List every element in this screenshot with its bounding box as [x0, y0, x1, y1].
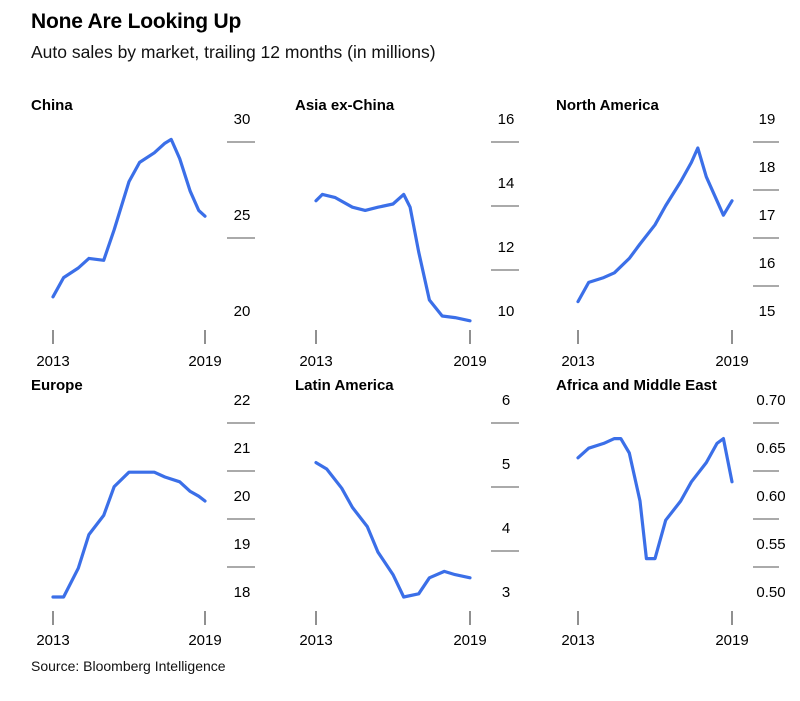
y-tick-label: 17 [759, 207, 776, 224]
x-tick-label: 2013 [561, 632, 594, 649]
panel-asia-ex-china: Asia ex-China 16 14 12 10 2013 2019 [295, 97, 519, 370]
panel-china: China 30 25 20 2013 2019 [31, 97, 255, 370]
series-line-north-america [576, 146, 734, 304]
y-tick-label: 14 [498, 175, 515, 192]
y-tick-label: 3 [502, 584, 510, 601]
chart-subtitle: Auto sales by market, trailing 12 months… [31, 42, 436, 62]
x-tick-label: 2013 [299, 353, 332, 370]
source-note: Source: Bloomberg Intelligence [31, 658, 226, 674]
panel-title-latin-america: Latin America [295, 377, 394, 394]
y-tick-label: 20 [234, 303, 251, 320]
x-tick-label: 2019 [715, 632, 748, 649]
x-tick-label: 2019 [188, 632, 221, 649]
y-tick-label: 0.70 [756, 392, 785, 409]
y-tick-label: 0.50 [756, 584, 785, 601]
series-line-asia-ex-china [314, 192, 472, 323]
y-tick-label: 21 [234, 440, 251, 457]
x-tick-label: 2019 [715, 353, 748, 370]
y-tick-label: 6 [502, 392, 510, 409]
y-tick-label: 16 [498, 111, 515, 128]
y-tick-label: 10 [498, 303, 515, 320]
y-tick-label: 19 [759, 111, 776, 128]
x-tick-label: 2013 [36, 353, 69, 370]
y-tick-label: 15 [759, 303, 776, 320]
y-tick-label: 25 [234, 207, 251, 224]
series-line-latin-america [314, 461, 472, 599]
y-tick-label: 0.60 [756, 488, 785, 505]
x-tick-label: 2019 [188, 353, 221, 370]
panel-title-africa-and-middle-east: Africa and Middle East [556, 377, 717, 394]
panel-africa-and-middle-east: Africa and Middle East 0.70 0.65 0.60 0.55 0.… [556, 377, 786, 649]
panel-title-china: China [31, 97, 73, 114]
series-line-china [51, 137, 207, 299]
y-tick-label: 5 [502, 456, 510, 473]
y-tick-label: 18 [759, 159, 776, 176]
y-tick-label: 18 [234, 584, 251, 601]
y-tick-label: 16 [759, 255, 776, 272]
y-tick-label: 20 [234, 488, 251, 505]
panel-title-europe: Europe [31, 377, 83, 394]
x-tick-label: 2013 [299, 632, 332, 649]
y-tick-label: 30 [234, 111, 251, 128]
series-line-europe [51, 470, 207, 599]
x-tick-label: 2013 [561, 353, 594, 370]
x-tick-label: 2019 [453, 353, 486, 370]
series-line-africa-and-middle-east [576, 437, 734, 561]
panel-title-north-america: North America [556, 97, 659, 114]
y-tick-label: 22 [234, 392, 251, 409]
panel-north-america: North America 19 18 17 16 15 2013 2019 [556, 97, 779, 370]
panel-title-asia-ex-china: Asia ex-China [295, 97, 395, 114]
y-tick-label: 0.65 [756, 440, 785, 457]
y-tick-label: 0.55 [756, 536, 785, 553]
x-tick-label: 2019 [453, 632, 486, 649]
y-tick-label: 12 [498, 239, 515, 256]
chart-title: None Are Looking Up [31, 10, 242, 33]
y-tick-label: 4 [502, 520, 510, 537]
y-tick-label: 19 [234, 536, 251, 553]
x-tick-label: 2013 [36, 632, 69, 649]
panel-latin-america: Latin America 6 5 4 3 2013 2019 [295, 377, 519, 649]
